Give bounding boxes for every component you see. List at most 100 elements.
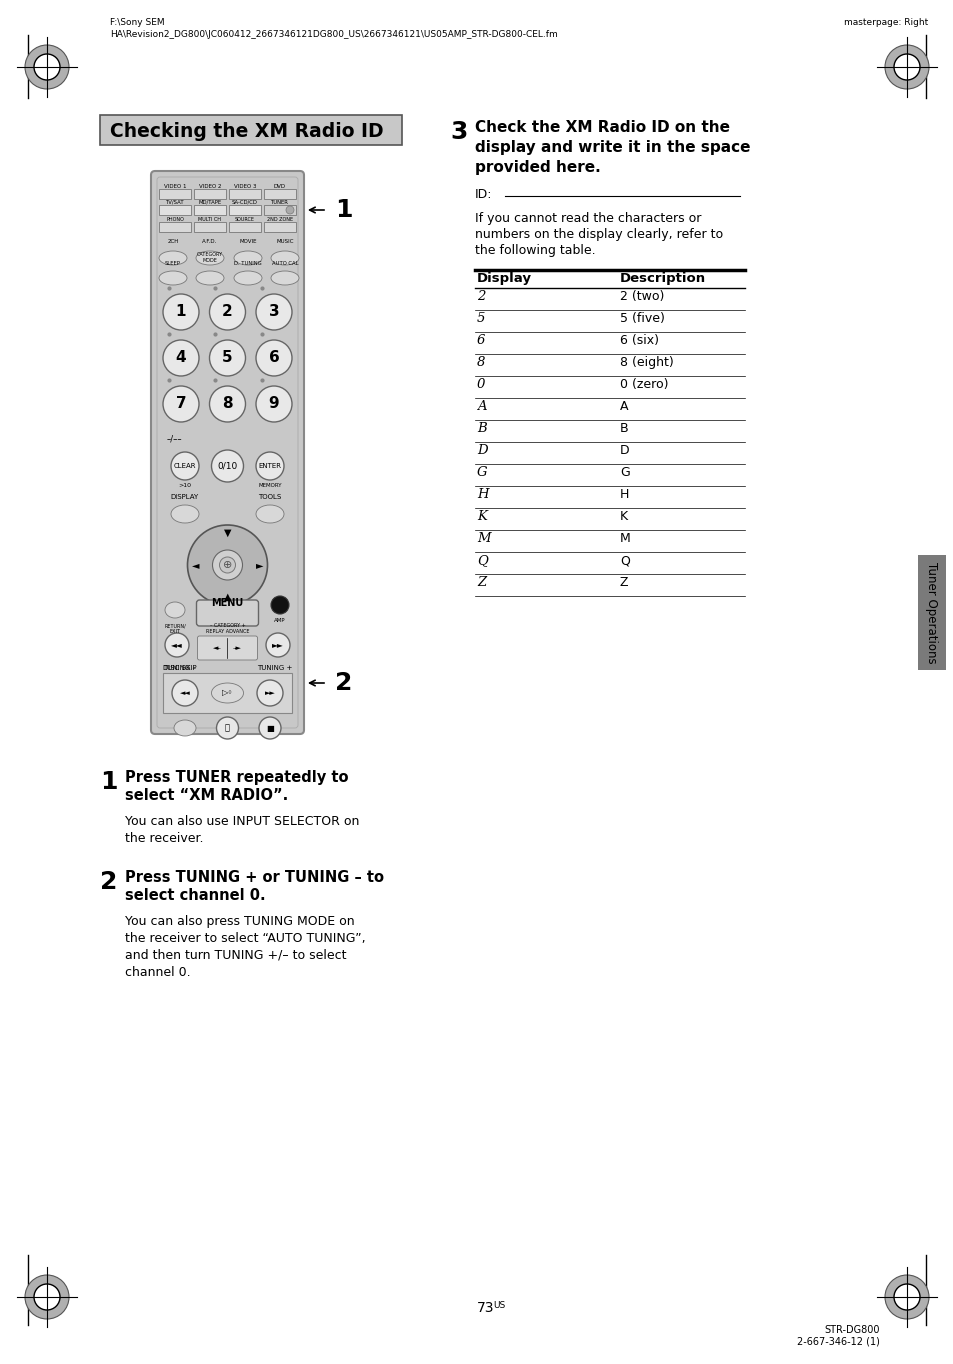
Text: Press TUNER repeatedly to: Press TUNER repeatedly to <box>125 771 348 786</box>
Text: M: M <box>619 532 630 546</box>
Text: – CATEGORY +
REPLAY ADVANCE: – CATEGORY + REPLAY ADVANCE <box>206 623 249 634</box>
Text: D. TUNING: D. TUNING <box>233 261 261 266</box>
Text: 2 (two): 2 (two) <box>619 291 663 303</box>
Circle shape <box>286 206 294 214</box>
Text: ■: ■ <box>266 723 274 732</box>
Circle shape <box>163 340 199 376</box>
Circle shape <box>893 1284 919 1309</box>
Text: AUTO CAL: AUTO CAL <box>272 261 298 266</box>
Text: US: US <box>493 1300 505 1309</box>
Text: TV/SAT: TV/SAT <box>166 201 184 205</box>
Circle shape <box>210 340 245 376</box>
Text: ▷◦: ▷◦ <box>221 689 233 697</box>
Circle shape <box>212 450 243 481</box>
Text: 6 (six): 6 (six) <box>619 334 659 346</box>
Text: MEMORY: MEMORY <box>258 483 281 488</box>
Text: VIDEO 3: VIDEO 3 <box>233 184 256 190</box>
FancyBboxPatch shape <box>197 636 257 660</box>
Text: SOURCE: SOURCE <box>234 217 254 222</box>
Bar <box>229 190 261 199</box>
Circle shape <box>256 681 283 707</box>
Text: MULTI CH: MULTI CH <box>198 217 221 222</box>
Ellipse shape <box>195 251 224 265</box>
Circle shape <box>266 633 290 657</box>
Text: Z: Z <box>476 576 486 589</box>
Ellipse shape <box>271 271 298 285</box>
Bar <box>229 222 261 232</box>
Circle shape <box>216 717 238 739</box>
Text: the following table.: the following table. <box>475 244 595 256</box>
Circle shape <box>25 1275 69 1319</box>
Text: DISC SKIP: DISC SKIP <box>163 666 196 671</box>
Text: B: B <box>619 421 628 435</box>
Text: Check the XM Radio ID on the: Check the XM Radio ID on the <box>475 120 729 135</box>
Ellipse shape <box>171 505 199 522</box>
Text: ◄–: ◄– <box>213 645 222 651</box>
Text: Press TUNING + or TUNING – to: Press TUNING + or TUNING – to <box>125 870 384 885</box>
Text: 1: 1 <box>175 304 186 319</box>
Text: select “XM RADIO”.: select “XM RADIO”. <box>125 788 288 803</box>
Ellipse shape <box>165 602 185 618</box>
Text: You can also press TUNING MODE on: You can also press TUNING MODE on <box>125 915 355 928</box>
Text: Z: Z <box>619 576 628 589</box>
Text: the receiver to select “AUTO TUNING”,: the receiver to select “AUTO TUNING”, <box>125 932 365 945</box>
Text: DVD: DVD <box>274 184 286 190</box>
Text: ►►: ►► <box>272 641 284 649</box>
Ellipse shape <box>212 683 243 702</box>
Text: A: A <box>476 400 486 413</box>
Circle shape <box>219 557 235 573</box>
Circle shape <box>165 633 189 657</box>
Bar <box>159 205 191 216</box>
Text: 0/10: 0/10 <box>217 461 237 471</box>
Circle shape <box>255 340 292 376</box>
Ellipse shape <box>271 251 298 265</box>
Text: ▲: ▲ <box>224 592 231 602</box>
Text: Tuner Operations: Tuner Operations <box>924 562 938 663</box>
Text: 2: 2 <box>222 304 233 319</box>
Text: 1: 1 <box>335 198 352 222</box>
Bar <box>264 222 295 232</box>
Circle shape <box>255 386 292 421</box>
Text: VIDEO 1: VIDEO 1 <box>164 184 186 190</box>
Text: If you cannot read the characters or: If you cannot read the characters or <box>475 211 700 225</box>
Text: 0 (zero): 0 (zero) <box>619 378 668 391</box>
Text: PHONO: PHONO <box>166 217 184 222</box>
Text: H: H <box>476 488 488 501</box>
Text: select channel 0.: select channel 0. <box>125 888 265 903</box>
Bar <box>264 205 295 216</box>
Bar <box>100 115 401 145</box>
Ellipse shape <box>195 271 224 285</box>
Circle shape <box>255 451 284 480</box>
Text: Q: Q <box>619 554 629 567</box>
Text: masterpage: Right: masterpage: Right <box>843 18 927 27</box>
Text: A: A <box>619 400 628 413</box>
Text: >10: >10 <box>178 483 192 488</box>
Text: ◄◄: ◄◄ <box>179 690 191 696</box>
Circle shape <box>210 295 245 330</box>
Text: 2: 2 <box>476 291 485 303</box>
Text: B: B <box>476 421 486 435</box>
Text: 2CH: 2CH <box>167 239 178 244</box>
Text: G: G <box>619 466 629 479</box>
Text: numbers on the display clearly, refer to: numbers on the display clearly, refer to <box>475 228 722 241</box>
Text: 5: 5 <box>222 351 233 366</box>
Bar <box>229 205 261 216</box>
Text: SA-CD/CD: SA-CD/CD <box>232 201 257 205</box>
Text: DISPLAY: DISPLAY <box>171 494 199 501</box>
Text: M: M <box>476 532 490 546</box>
Text: CLEAR: CLEAR <box>173 462 196 469</box>
Text: the receiver.: the receiver. <box>125 832 203 846</box>
Circle shape <box>213 550 242 580</box>
Circle shape <box>163 295 199 330</box>
Text: STR-DG800
2-667-346-12 (1): STR-DG800 2-667-346-12 (1) <box>797 1324 879 1346</box>
Text: CATEGORY
MODE: CATEGORY MODE <box>196 252 223 263</box>
Text: RETURN/
EXIT: RETURN/ EXIT <box>164 623 186 634</box>
Text: Checking the XM Radio ID: Checking the XM Radio ID <box>110 121 383 140</box>
Text: 8: 8 <box>476 356 485 370</box>
Circle shape <box>255 295 292 330</box>
Text: MENU: MENU <box>212 597 243 608</box>
FancyBboxPatch shape <box>196 600 258 626</box>
Text: Description: Description <box>619 271 705 285</box>
Text: 6: 6 <box>476 334 485 346</box>
Bar <box>193 222 226 232</box>
